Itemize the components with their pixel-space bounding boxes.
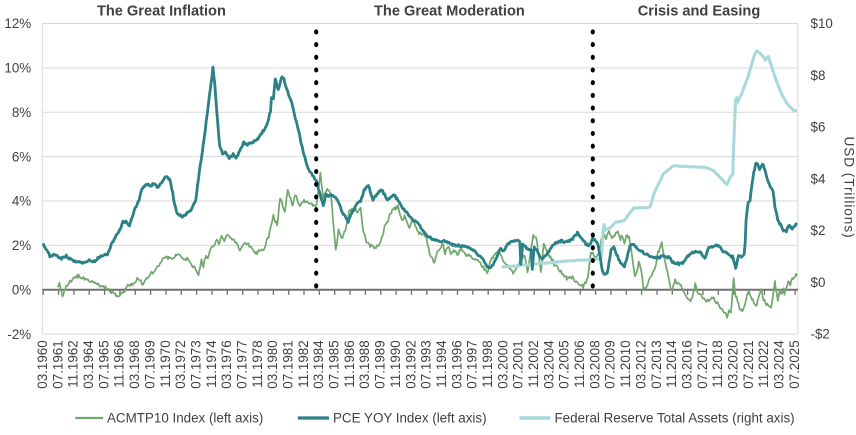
svg-text:03.1964: 03.1964 (81, 340, 96, 389)
svg-text:0%: 0% (12, 283, 31, 298)
svg-text:11.1970: 11.1970 (158, 340, 173, 387)
svg-text:11.1998: 11.1998 (480, 340, 495, 387)
svg-text:03.2012: 03.2012 (633, 340, 648, 388)
svg-text:03.1984: 03.1984 (311, 340, 326, 389)
svg-text:11.2010: 11.2010 (618, 340, 633, 387)
svg-text:03.2020: 03.2020 (726, 340, 741, 388)
svg-text:The Great Inflation: The Great Inflation (97, 4, 226, 20)
svg-text:07.2025: 07.2025 (787, 340, 802, 388)
svg-text:11.1978: 11.1978 (250, 340, 265, 387)
svg-text:07.1973: 07.1973 (188, 340, 203, 388)
svg-text:03.1992: 03.1992 (403, 340, 418, 388)
svg-text:6%: 6% (12, 149, 31, 164)
svg-text:The Great Moderation: The Great Moderation (374, 4, 525, 20)
svg-text:07.1969: 07.1969 (142, 340, 157, 388)
svg-text:03.1968: 03.1968 (127, 340, 142, 388)
svg-text:11.1994: 11.1994 (434, 340, 449, 388)
svg-text:03.1988: 03.1988 (357, 340, 372, 388)
svg-text:03.1960: 03.1960 (35, 340, 50, 388)
svg-text:11.1982: 11.1982 (296, 340, 311, 387)
svg-text:10%: 10% (4, 61, 31, 76)
svg-text:2%: 2% (12, 238, 31, 253)
svg-text:07.2005: 07.2005 (557, 340, 572, 388)
svg-text:03.1980: 03.1980 (265, 340, 280, 388)
svg-text:07.1993: 07.1993 (419, 340, 434, 388)
svg-text:07.1985: 07.1985 (327, 340, 342, 388)
svg-text:11.2018: 11.2018 (710, 340, 725, 387)
svg-text:11.2006: 11.2006 (572, 340, 587, 387)
svg-text:07.1977: 07.1977 (235, 340, 250, 388)
svg-text:Federal Reserve Total Assets (: Federal Reserve Total Assets (right axis… (555, 410, 795, 425)
svg-text:03.1976: 03.1976 (219, 340, 234, 388)
svg-text:07.2001: 07.2001 (511, 340, 526, 388)
svg-text:4%: 4% (12, 194, 31, 209)
svg-text:11.2022: 11.2022 (756, 340, 771, 387)
svg-text:07.2009: 07.2009 (603, 340, 618, 388)
svg-text:07.2021: 07.2021 (741, 340, 756, 388)
svg-text:11.1966: 11.1966 (112, 340, 127, 387)
svg-text:USD (Trillions): USD (Trillions) (842, 136, 856, 238)
svg-text:03.2004: 03.2004 (541, 340, 556, 389)
svg-text:$8: $8 (811, 68, 826, 83)
svg-text:03.2000: 03.2000 (495, 340, 510, 388)
svg-text:03.1972: 03.1972 (173, 340, 188, 388)
svg-text:07.1981: 07.1981 (281, 340, 296, 388)
svg-text:11.1990: 11.1990 (388, 340, 403, 387)
svg-text:11.1974: 11.1974 (204, 340, 219, 388)
svg-text:$4: $4 (811, 172, 826, 187)
svg-text:$2: $2 (811, 223, 826, 238)
svg-text:PCE YOY Index (left axis): PCE YOY Index (left axis) (333, 410, 487, 425)
svg-text:03.1996: 03.1996 (449, 340, 464, 388)
svg-text:$0: $0 (811, 275, 826, 290)
svg-text:12%: 12% (4, 16, 31, 31)
svg-text:-2%: -2% (7, 327, 31, 342)
svg-text:-$2: -$2 (811, 327, 830, 342)
svg-text:11.1986: 11.1986 (342, 340, 357, 387)
svg-text:07.1965: 07.1965 (96, 340, 111, 388)
svg-text:07.1989: 07.1989 (373, 340, 388, 388)
svg-text:11.2002: 11.2002 (526, 340, 541, 387)
svg-text:03.2024: 03.2024 (772, 340, 787, 389)
svg-text:ACMTP10 Index (left axis): ACMTP10 Index (left axis) (107, 410, 263, 425)
svg-text:03.2016: 03.2016 (679, 340, 694, 388)
svg-text:07.1961: 07.1961 (50, 340, 65, 388)
svg-text:07.1997: 07.1997 (465, 340, 480, 388)
svg-text:11.2014: 11.2014 (664, 340, 679, 388)
svg-text:Crisis and Easing: Crisis and Easing (638, 4, 760, 20)
svg-text:$10: $10 (811, 16, 833, 31)
svg-text:07.2017: 07.2017 (695, 340, 710, 388)
svg-text:8%: 8% (12, 105, 31, 120)
svg-text:$6: $6 (811, 120, 826, 135)
svg-text:11.1962: 11.1962 (66, 340, 81, 387)
svg-text:03.2008: 03.2008 (587, 340, 602, 388)
svg-text:07.2013: 07.2013 (649, 340, 664, 388)
